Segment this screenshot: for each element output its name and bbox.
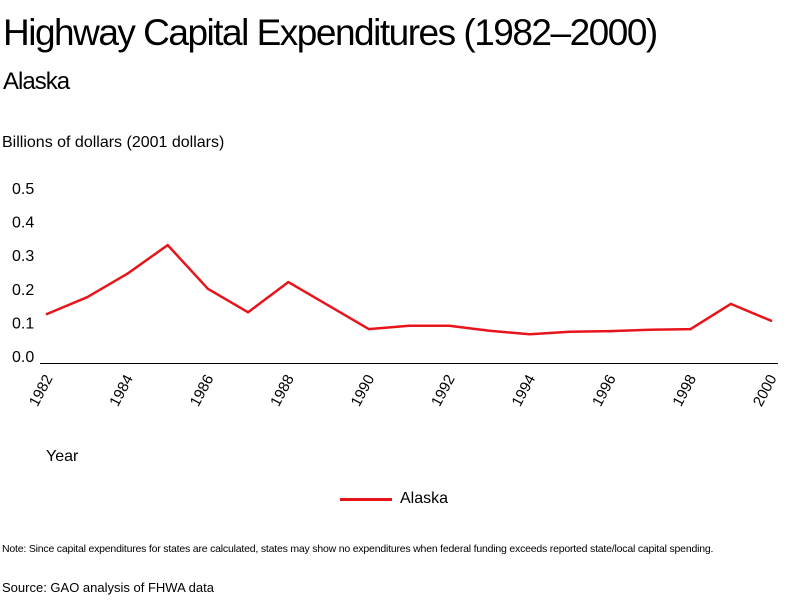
data-point	[608, 329, 612, 333]
y-tick-label: 0.3	[12, 248, 34, 265]
data-point	[327, 304, 330, 307]
legend-swatch-alaska	[340, 497, 392, 501]
chart-legend: Alaska	[340, 490, 448, 508]
chart-subtitle: Alaska	[3, 68, 70, 95]
data-point	[86, 296, 89, 299]
data-point	[166, 243, 169, 247]
series-line-alaska	[45, 243, 773, 336]
x-tick-label: 1994	[509, 372, 540, 409]
y-tick-label: 0.4	[12, 215, 34, 232]
footnote: Note: Since capital expenditures for sta…	[2, 543, 714, 555]
data-point	[649, 328, 652, 331]
source-note: Source: GAO analysis of FHWA data	[2, 580, 214, 595]
y-tick-label: 0.5	[12, 181, 34, 198]
data-point	[407, 324, 411, 327]
x-tick-label: 1992	[428, 372, 459, 409]
data-point	[126, 272, 129, 275]
x-tick-label: 1998	[669, 372, 700, 409]
data-point	[528, 332, 531, 336]
data-point	[45, 312, 49, 316]
data-point	[367, 327, 370, 331]
x-tick-label: 1996	[589, 372, 620, 409]
x-tick-label: 1988	[267, 372, 298, 409]
data-point	[287, 280, 290, 284]
data-point	[568, 330, 572, 334]
legend-label-alaska: Alaska	[400, 490, 449, 507]
data-point	[206, 287, 210, 290]
data-point	[488, 329, 491, 332]
data-point	[689, 327, 692, 331]
x-tick-label: 1990	[348, 372, 379, 409]
data-point	[246, 311, 250, 314]
y-tick-label: 0.1	[12, 315, 34, 332]
chart-title: Highway Capital Expenditures (1982–2000)	[3, 12, 658, 53]
x-tick-label: 1984	[106, 372, 137, 409]
y-axis-label: Billions of dollars (2001 dollars)	[2, 134, 225, 151]
data-point	[729, 302, 732, 306]
y-tick-label: 0.0	[12, 349, 34, 366]
data-point	[448, 324, 451, 327]
x-tick-label: 1986	[187, 372, 218, 409]
data-point	[769, 319, 773, 322]
y-tick-label: 0.2	[12, 282, 34, 299]
x-axis-label: Year	[46, 448, 79, 465]
x-tick-label: 2000	[750, 372, 781, 409]
x-tick-label: 1982	[26, 372, 57, 409]
